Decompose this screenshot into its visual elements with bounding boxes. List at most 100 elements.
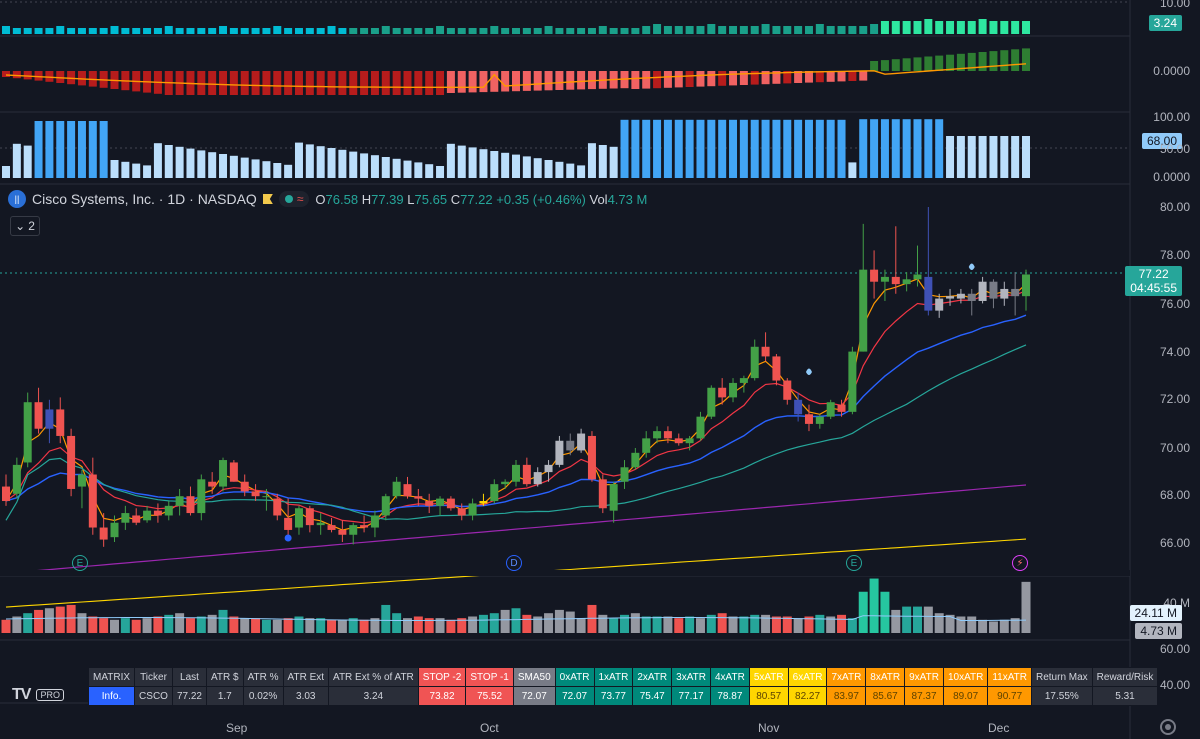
matrix-value-cell: CSCO <box>134 686 173 706</box>
candle-body <box>707 387 716 417</box>
candle-body <box>436 498 445 506</box>
wave-icon: ≈ <box>296 192 304 206</box>
candle-body <box>587 435 596 480</box>
p1-histogram-bar <box>761 24 770 34</box>
candle-body <box>392 481 401 497</box>
candle-body <box>512 464 520 482</box>
volume-bar <box>500 609 510 633</box>
p2-histogram-bar <box>403 71 412 95</box>
indicators-collapse-button[interactable]: ⌄ 2 <box>10 216 40 236</box>
p1-histogram-bar <box>121 28 130 34</box>
volume-bar <box>44 608 54 633</box>
candle-body <box>685 438 694 444</box>
x-label-nov: Nov <box>758 721 780 735</box>
volume-bar <box>544 613 554 633</box>
volume-bar <box>251 618 261 633</box>
p2-value-label: 0.0000 <box>1153 64 1190 78</box>
flash-icon[interactable]: ⚡ <box>1012 555 1028 571</box>
indicator-status-pill[interactable]: ≈ <box>278 191 310 207</box>
p3-histogram-bar <box>479 149 488 178</box>
volume-bar <box>554 609 564 633</box>
p1-histogram-bar <box>859 26 868 34</box>
p3-histogram-bar <box>316 146 325 178</box>
volume-bar <box>207 614 217 633</box>
sma100-line <box>5 484 1027 574</box>
p2-histogram-bar <box>674 71 683 88</box>
candle-body <box>729 382 738 398</box>
volume-bar <box>826 616 836 633</box>
p1-histogram-bar <box>653 24 662 34</box>
p2-histogram-bar <box>1022 48 1030 71</box>
candle-body <box>880 276 889 282</box>
p1-histogram-bar <box>663 26 672 34</box>
volume-bar <box>392 613 402 633</box>
matrix-header-cell: 10xATR <box>942 667 989 687</box>
p2-histogram-bar <box>566 71 575 90</box>
tradingview-logo[interactable]: TV PRO <box>12 686 64 704</box>
volume-ma-line <box>5 615 1027 621</box>
earnings-marker[interactable]: E <box>846 555 862 571</box>
candle-body <box>479 501 488 504</box>
flag-icon[interactable] <box>262 194 273 204</box>
p1-histogram-bar <box>848 26 857 34</box>
p1-histogram-bar <box>229 28 238 34</box>
p1-histogram-bar <box>772 26 781 34</box>
p2-histogram-bar <box>240 71 249 95</box>
p3-histogram-bar <box>327 148 336 178</box>
volume-bar <box>185 618 195 633</box>
ohlc-readout: O76.58 H77.39 L75.65 C77.22 +0.35 (+0.46… <box>315 191 648 207</box>
candle-body <box>12 464 21 494</box>
volume-bar <box>142 618 152 633</box>
p2-histogram-bar <box>729 71 738 86</box>
p2-histogram-bar <box>544 71 553 91</box>
volume-bar <box>956 616 966 633</box>
status-dot-icon <box>284 195 293 203</box>
volume-bar <box>533 616 543 633</box>
p2-histogram-bar <box>696 71 705 87</box>
volume-bar <box>99 618 109 633</box>
p3-histogram-bar <box>468 147 477 178</box>
p1-histogram-bar <box>642 26 651 34</box>
p2-histogram-bar <box>294 71 303 95</box>
candle-body <box>327 525 336 530</box>
p1-histogram-bar <box>555 28 564 34</box>
matrix-header-cell: 0xATR <box>554 667 595 687</box>
p3-histogram-bar <box>12 143 21 178</box>
p1-histogram-bar <box>186 28 195 34</box>
settings-icon[interactable] <box>1160 719 1176 735</box>
matrix-header-cell: STOP -1 <box>465 667 514 687</box>
p3-histogram-bar <box>566 163 575 178</box>
p2-histogram-bar <box>12 71 21 79</box>
matrix-header-cell: 11xATR <box>987 667 1032 687</box>
candle-body <box>631 452 640 468</box>
candle-body <box>750 346 759 379</box>
candle-body <box>294 508 303 528</box>
matrix-value-cell: 3.24 <box>328 686 419 706</box>
p3-histogram-bar <box>794 119 803 178</box>
volume-bar <box>359 619 369 633</box>
p2-histogram-bar <box>555 71 564 90</box>
p1-histogram-bar <box>935 21 944 34</box>
symbol-title[interactable]: Cisco Systems, Inc. · 1D · NASDAQ <box>32 191 257 207</box>
p2-histogram-bar <box>913 57 922 71</box>
p3-histogram-bar <box>77 121 86 178</box>
matrix-header-cell: 7xATR <box>826 667 867 687</box>
p1-histogram-bar <box>729 26 738 34</box>
candle-body <box>284 517 293 530</box>
volume-bar <box>923 606 933 633</box>
p2-histogram-bar <box>848 71 857 81</box>
matrix-header-row: MATRIX Ticker Last ATR $ ATR % ATR Ext ATR Ext… <box>87 667 1159 687</box>
axis-main-72: 72.00 <box>1159 392 1190 406</box>
volume-bar <box>446 619 456 633</box>
axis-bottom-60: 60.00 <box>1159 642 1190 656</box>
p2-histogram-bar <box>251 71 260 95</box>
earnings-marker[interactable]: E <box>72 555 88 571</box>
volume-bar <box>66 604 76 633</box>
p3-histogram-bar <box>1000 136 1009 178</box>
volume-bar <box>478 614 488 633</box>
dividend-marker[interactable]: D <box>506 555 522 571</box>
p1-histogram-bar <box>34 28 43 34</box>
axis-main-76: 76.00 <box>1159 297 1190 311</box>
candle-body <box>772 356 781 381</box>
